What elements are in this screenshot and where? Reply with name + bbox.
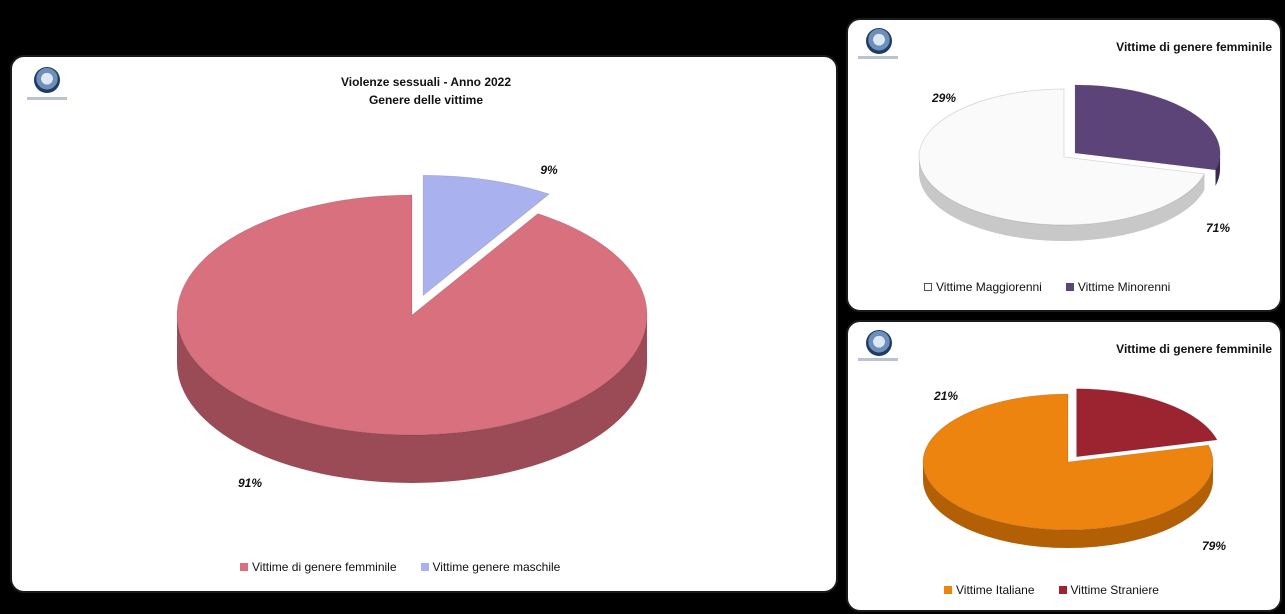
data-label: 71% — [1206, 221, 1230, 235]
pie-slice-top — [1076, 388, 1218, 458]
right-chart-panel-age: Vittime di genere femminile 71% 29% Vitti… — [846, 18, 1282, 312]
legend-item-foreign: Vittime Straniere — [1058, 583, 1159, 597]
chart-subtitle: Genere delle vittime — [368, 93, 484, 107]
chart-title: Vittime di genere femminile — [1116, 342, 1272, 356]
legend-label: Vittime Straniere — [1070, 583, 1159, 597]
pie-slice-side — [177, 315, 647, 483]
pie-slice-1 — [422, 174, 550, 297]
logo-icon — [34, 67, 60, 93]
pie-chart-age: 71% 29% — [918, 84, 1230, 242]
pie-chart-nationality: 79% 21% — [922, 388, 1226, 553]
logo-icon — [866, 28, 892, 54]
chart-title: Violenze sessuali - Anno 2022 — [340, 75, 512, 89]
legend-item-male: Vittime genere maschile — [420, 560, 561, 574]
data-label: 79% — [1202, 539, 1226, 553]
data-label: 29% — [931, 91, 956, 105]
legend-item-adults: Vittime Maggiorenni — [924, 280, 1042, 294]
logo-caption — [858, 358, 898, 361]
legend-label: Vittime Italiane — [956, 583, 1035, 597]
legend-swatch — [420, 563, 429, 571]
pie-slice-top — [1074, 84, 1221, 171]
legend-item-italian: Vittime Italiane — [944, 583, 1035, 597]
logo-caption — [27, 97, 67, 100]
pie-slice-1 — [1074, 84, 1221, 186]
pie-slice-side — [923, 462, 1213, 548]
legend-label: Vittime genere maschile — [432, 560, 561, 574]
legend: Vittime di genere femminile Vittime gene… — [240, 560, 560, 574]
pie-slice-1 — [1076, 388, 1218, 458]
pie-slice-side — [919, 157, 1205, 242]
pie-slice-top — [918, 88, 1206, 226]
pie-slice-side — [1215, 152, 1221, 186]
legend-swatch — [944, 586, 952, 594]
pie-slice-0 — [918, 88, 1206, 242]
data-label: 9% — [540, 163, 558, 177]
pie-slice-top — [422, 174, 550, 297]
legend-label: Vittime Minorenni — [1077, 280, 1171, 294]
data-label: 21% — [933, 389, 958, 403]
legend-label: Vittime Maggiorenni — [936, 280, 1042, 294]
logo-caption — [858, 56, 898, 59]
legend-swatch — [1058, 586, 1067, 594]
pie-chart-main: 91% 9% — [176, 163, 648, 490]
chart-title: Vittime di genere femminile — [1116, 40, 1272, 54]
pie-slice-top — [176, 194, 648, 436]
legend-item-minors: Vittime Minorenni — [1065, 280, 1171, 294]
legend-swatch — [240, 563, 248, 571]
legend-swatch — [924, 283, 932, 291]
data-label: 91% — [238, 476, 262, 490]
main-chart-panel: Violenze sessuali - Anno 2022 Genere del… — [10, 55, 838, 593]
logo-icon — [866, 330, 892, 356]
legend-item-female: Vittime di genere femminile — [240, 560, 397, 574]
legend: Vittime Italiane Vittime Straniere — [944, 583, 1159, 597]
pie-slice-0 — [922, 393, 1214, 548]
legend-label: Vittime di genere femminile — [252, 560, 397, 574]
legend-swatch — [1065, 283, 1074, 291]
pie-slice-top — [922, 393, 1214, 531]
legend: Vittime Maggiorenni Vittime Minorenni — [924, 280, 1170, 294]
pie-slice-0 — [176, 194, 648, 483]
right-chart-panel-nationality: Vittime di genere femminile 79% 21% Vitti… — [846, 320, 1282, 612]
